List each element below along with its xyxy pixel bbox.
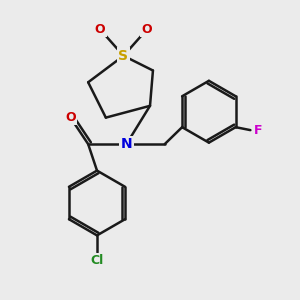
Text: F: F [254,124,262,136]
Text: O: O [142,23,152,36]
Text: O: O [65,111,76,124]
Text: O: O [94,23,105,36]
Text: S: S [118,49,128,63]
Text: Cl: Cl [90,254,104,267]
Text: N: N [121,137,132,151]
